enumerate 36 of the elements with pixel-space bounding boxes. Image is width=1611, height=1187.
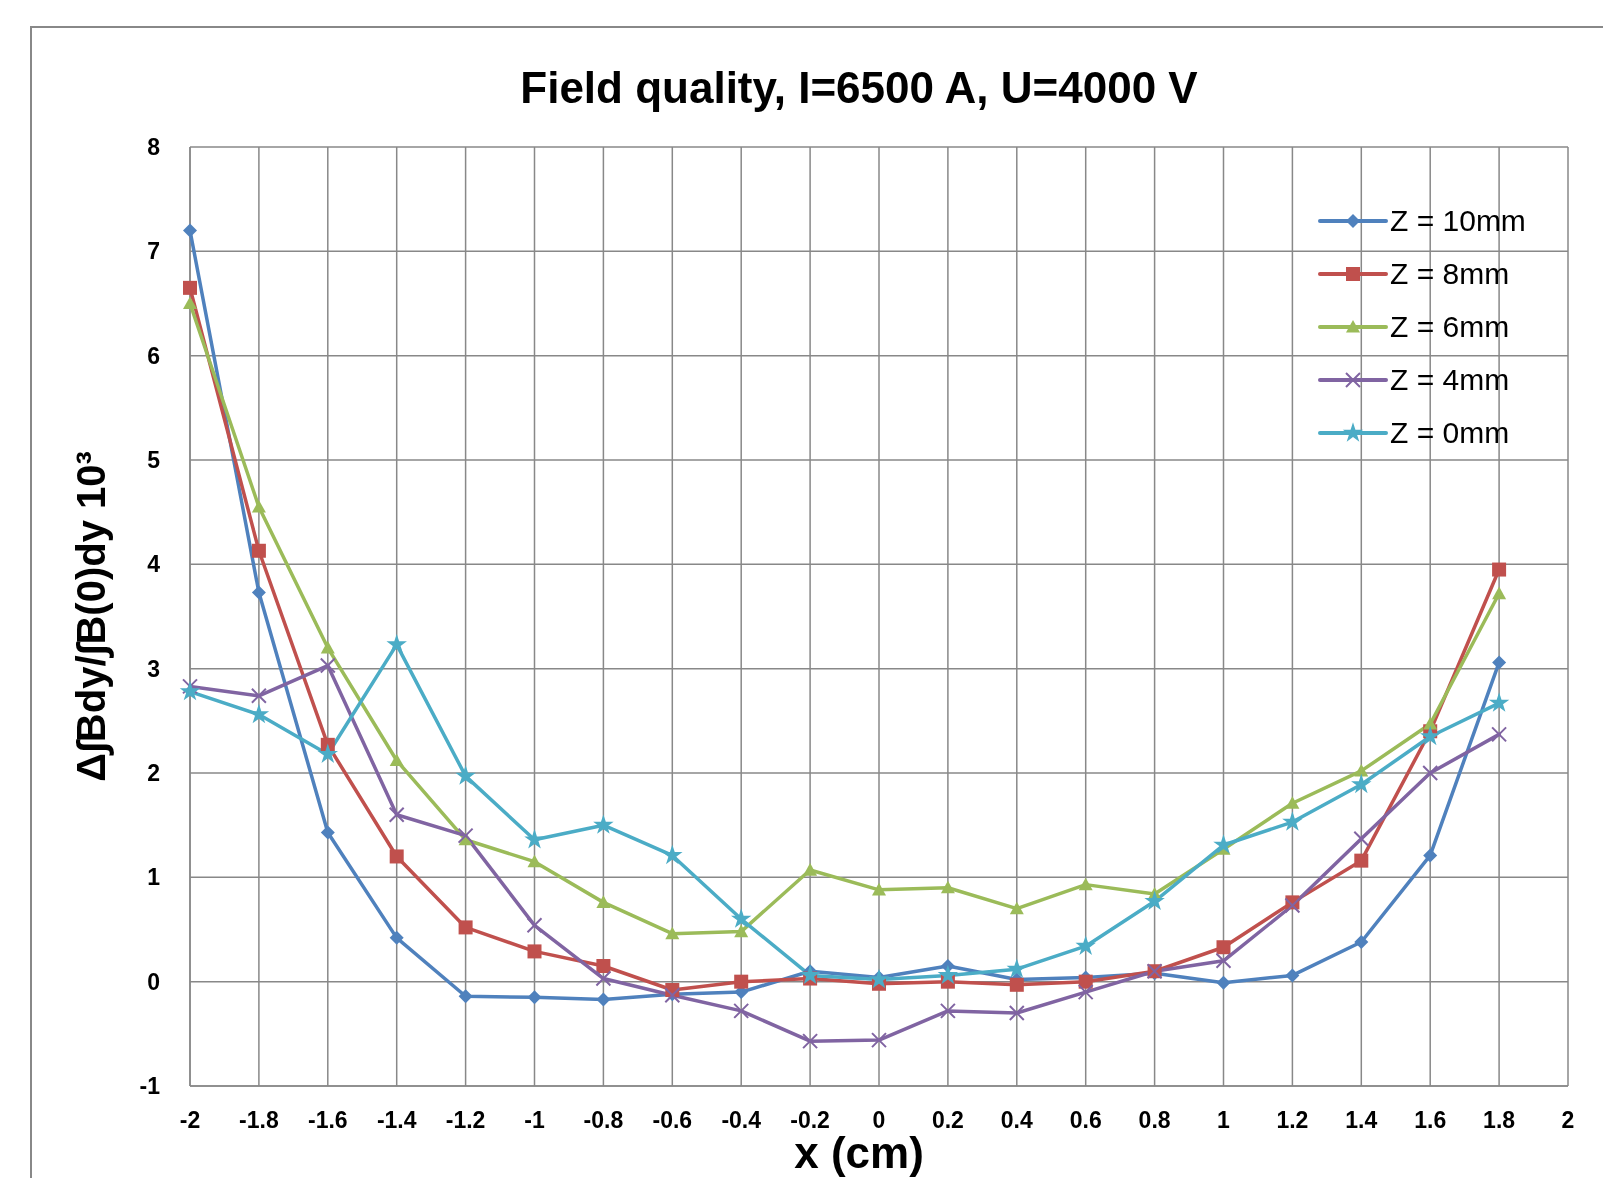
legend-label: Z = 10mm [1390,204,1526,237]
y-tick-label: -1 [139,1073,161,1099]
y-tick-label: 0 [147,968,160,995]
x-tick-label: -1 [524,1107,545,1133]
x-tick-label: -1.6 [307,1107,348,1133]
x-tick-label: -1.2 [445,1107,486,1133]
y-tick-label: 4 [147,551,161,578]
legend-label: Z = 0mm [1390,416,1510,449]
legend-label: Z = 4mm [1390,363,1510,396]
y-axis-title: Δ∫Bdy/∫B(0)dy 10³ [69,451,114,782]
x-tick-label: -0.8 [583,1107,624,1133]
x-tick-label: 0.6 [1069,1107,1102,1133]
y-tick-label: 5 [147,447,161,473]
chart-title: Field quality, I=6500 A, U=4000 V [520,63,1199,112]
x-tick-label: 1 [1217,1107,1231,1133]
x-tick-label: 2 [1561,1107,1575,1133]
y-tick-label: 3 [147,655,160,682]
x-tick-label: 0.2 [931,1107,964,1133]
y-tick-label: 2 [147,760,160,786]
x-tick-label: 0.8 [1138,1107,1171,1133]
x-tick-label: -0.6 [652,1107,693,1133]
x-tick-label: -0.4 [721,1107,762,1133]
x-tick-label: 1.4 [1345,1107,1378,1133]
y-tick-label: 7 [147,238,160,265]
x-tick-label: -1.8 [239,1107,279,1133]
x-tick-label: -2 [179,1107,201,1133]
x-tick-label: 1.8 [1483,1107,1516,1133]
y-tick-label: 8 [147,134,161,160]
x-tick-label: 1.6 [1414,1107,1447,1133]
legend-label: Z = 6mm [1390,310,1510,343]
y-tick-label: 6 [147,342,160,369]
y-tick-label: 1 [147,864,161,891]
x-tick-label: 0.4 [1000,1107,1033,1133]
x-tick-label: 1.2 [1276,1107,1309,1133]
x-tick-label: -1.4 [376,1107,417,1133]
legend-label: Z = 8mm [1390,257,1510,290]
